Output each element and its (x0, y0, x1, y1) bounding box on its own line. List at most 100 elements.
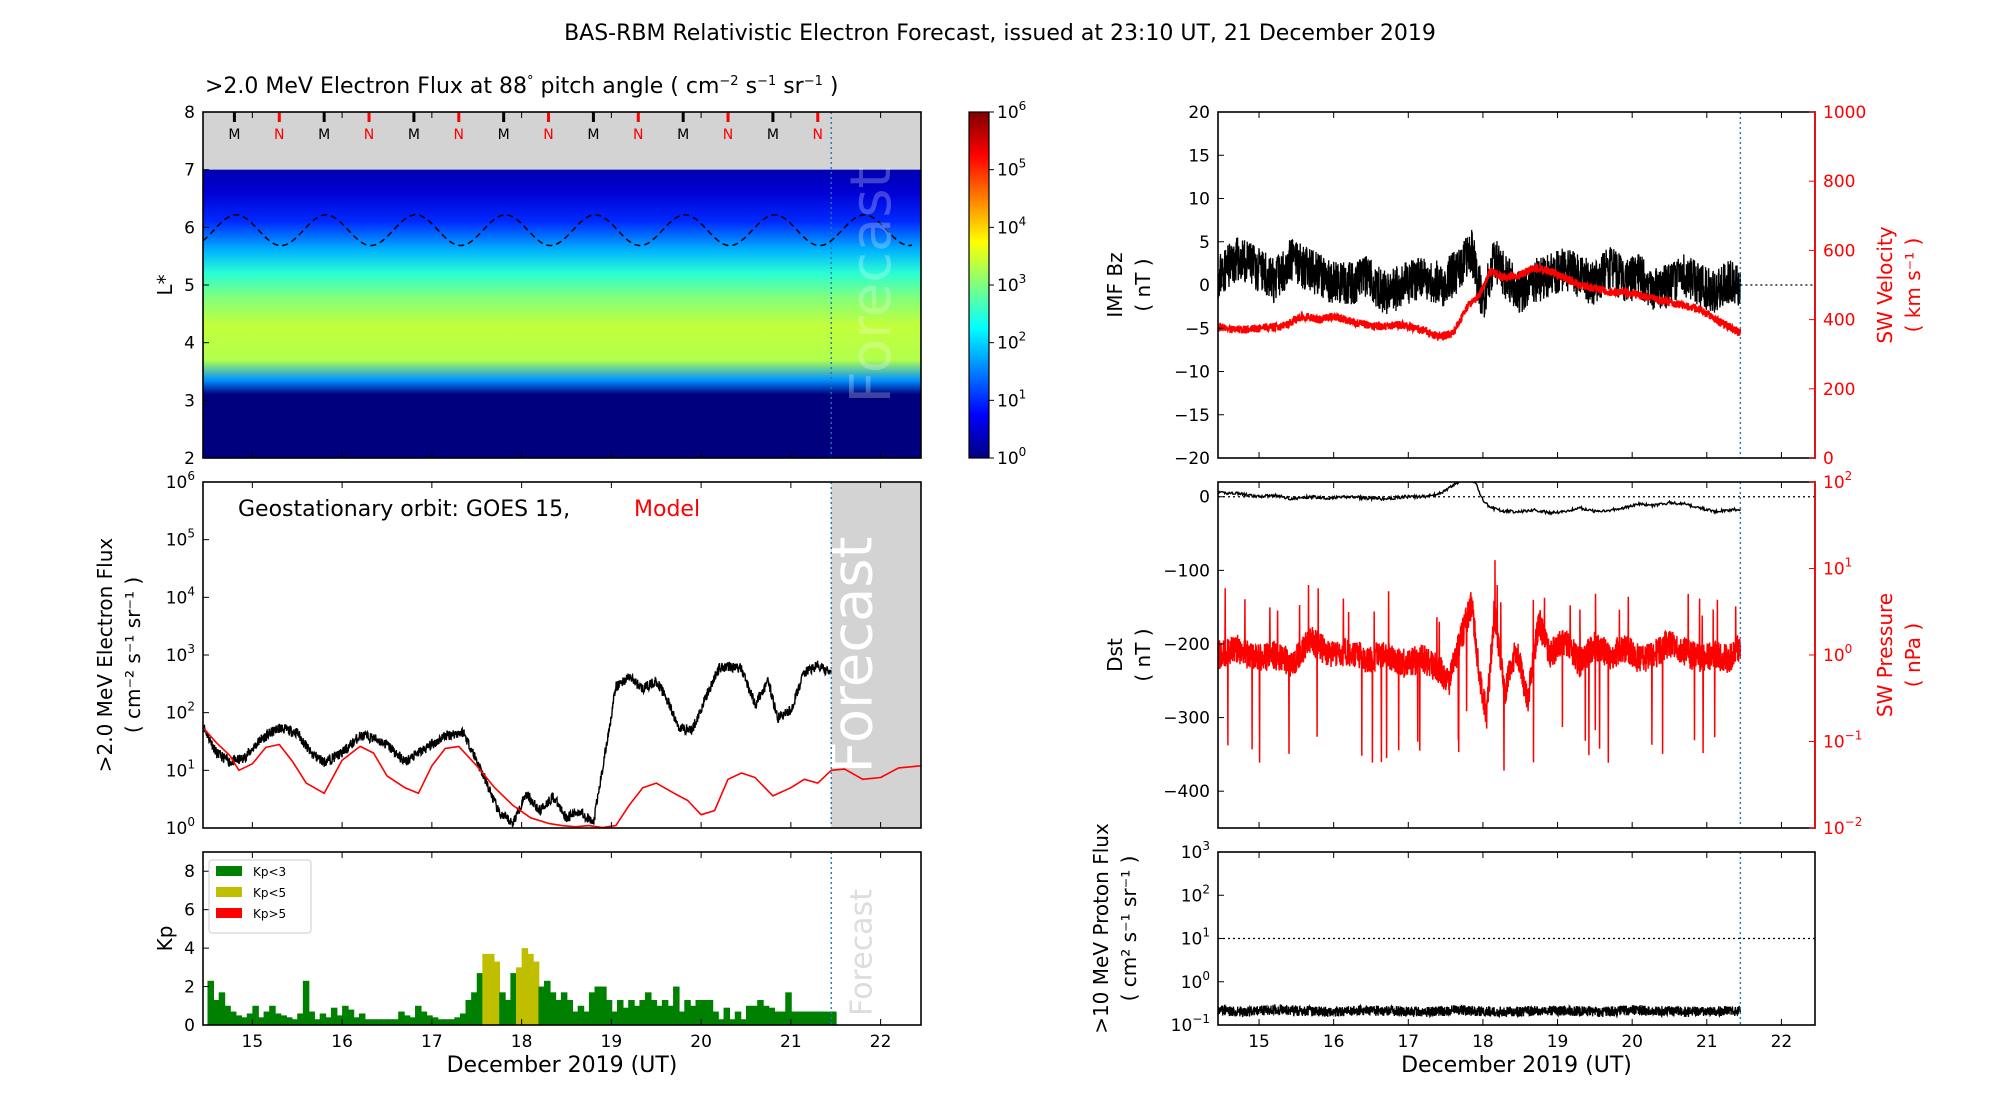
kp-bar (745, 1005, 753, 1025)
kp-bar (381, 1019, 388, 1025)
kp-bar (398, 1011, 405, 1025)
mlt-marker-label: N (813, 127, 823, 143)
kp-bar (207, 980, 214, 1025)
kp-xtick-label: 18 (511, 1032, 533, 1052)
mlt-marker-label: N (454, 127, 464, 143)
kp-ylabel: Kp (153, 926, 177, 952)
tick-exponent: 0 (1019, 445, 1027, 459)
kp-bar (482, 953, 489, 1025)
tick-exponent: 1 (1845, 556, 1853, 570)
tick-exponent: 1 (1202, 926, 1210, 940)
kp-bar (549, 992, 557, 1025)
colorbar-tick-label: 105 (997, 157, 1026, 181)
kp-bar (818, 1011, 826, 1025)
kp-bar (723, 1007, 731, 1025)
kp-bar (487, 953, 495, 1025)
kp-bar (280, 1015, 287, 1025)
proton-y-tick-label: 102 (1181, 882, 1210, 906)
forecast-label: Forecast (839, 167, 904, 404)
tick-base: 10 (166, 473, 188, 493)
kp-xtick-label: 17 (421, 1032, 443, 1052)
kp-bar (403, 1015, 411, 1025)
tick-exponent: −2 (1845, 815, 1863, 829)
tick-base: 10 (997, 161, 1019, 181)
geo-legend-label: Geostationary orbit: GOES 15, (238, 497, 570, 522)
kp-bar (796, 1011, 803, 1025)
kp-bar (392, 1019, 400, 1025)
tick-base: 10 (1823, 560, 1845, 580)
tick-exponent: 5 (1019, 157, 1027, 171)
proton-y-tick-label: 100 (1181, 969, 1210, 993)
dst-y-tick-label: −400 (1163, 782, 1210, 802)
kp-y-tick-label: 6 (184, 901, 195, 921)
bz-ylabel: IMF Bz (1103, 252, 1127, 317)
pressure-tick-label: 10−2 (1823, 815, 1862, 839)
imf-y-tick-label: 20 (1188, 103, 1210, 123)
geo-ylabel: >2.0 MeV Electron Flux (93, 538, 117, 773)
kp-bar (588, 992, 596, 1025)
velocity-ylabel-units: ( km s⁻¹ ) (1901, 238, 1925, 333)
proton-line (1218, 1003, 1742, 1019)
mlt-marker-label: M (767, 127, 779, 143)
tick-base: 10 (166, 704, 188, 724)
kp-xlabel: December 2019 (UT) (447, 1053, 678, 1078)
kp-bar (437, 1019, 444, 1025)
colorbar-tick-label: 106 (997, 99, 1026, 123)
kp-bar (762, 1005, 770, 1025)
lstar-y-tick-label: 8 (184, 103, 195, 123)
kp-bar (532, 961, 540, 1025)
mlt-marker-label: M (677, 127, 689, 143)
velocity-line (1218, 262, 1742, 342)
kp-legend-label: Kp<3 (253, 865, 286, 879)
mlt-marker-label: M (408, 127, 420, 143)
tick-exponent: 3 (187, 642, 195, 656)
tick-base: 10 (1181, 886, 1203, 906)
kp-bar (257, 1017, 265, 1025)
kp-bar (443, 1019, 450, 1025)
lstar-y-tick-label: 4 (184, 334, 195, 354)
kp-legend-label: Kp<5 (253, 886, 286, 900)
lstar-y-tick-label: 6 (184, 218, 195, 238)
title-part-e1: −2 (719, 74, 738, 89)
kp-y-tick-label: 0 (184, 1016, 195, 1036)
tick-base: 10 (166, 531, 188, 551)
imf-y-tick-label: 0 (1199, 276, 1210, 296)
kp-bar (605, 1000, 613, 1025)
lstar-ylabel: L* (153, 274, 177, 295)
kp-bar (807, 1011, 815, 1025)
dst-line (1218, 482, 1741, 516)
geo-y-tick-label: 100 (166, 815, 195, 839)
tick-exponent: 0 (187, 815, 195, 829)
kp-bar (454, 1017, 461, 1025)
dst-y-tick-label: −200 (1163, 635, 1210, 655)
proton-xtick-label: 20 (1621, 1032, 1643, 1052)
title-part-u2: s (739, 74, 757, 99)
kp-bar (297, 1013, 304, 1025)
proton-xtick-label: 16 (1323, 1032, 1345, 1052)
geo-flux-panel: Forecast100101102103104105106Geostationa… (93, 469, 922, 839)
dst-ylabel: Dst (1103, 638, 1127, 672)
tick-exponent: 2 (1845, 469, 1853, 483)
velocity-tick-label: 1000 (1823, 103, 1866, 123)
kp-bar (701, 1000, 708, 1025)
proton-xtick-label: 18 (1472, 1032, 1494, 1052)
kp-bar (263, 1011, 271, 1025)
kp-bar (415, 1005, 422, 1025)
kp-legend-label: Kp>5 (253, 907, 286, 921)
dst-y-tick-label: −100 (1163, 561, 1210, 581)
kp-bar (555, 1000, 562, 1025)
proton-xtick-label: 15 (1248, 1032, 1270, 1052)
mlt-marker-label: M (498, 127, 510, 143)
kp-bar (409, 1017, 416, 1025)
tick-base: 10 (1823, 473, 1845, 493)
kp-bar (286, 1017, 293, 1025)
kp-bar (790, 1011, 798, 1025)
kp-bar (779, 1011, 787, 1025)
kp-bar (308, 1011, 315, 1025)
kp-bar (527, 953, 534, 1025)
kp-bar (336, 1015, 344, 1025)
kp-xtick-label: 19 (601, 1032, 623, 1052)
proton-y-tick-label: 103 (1181, 839, 1210, 863)
tick-base: 10 (1181, 843, 1203, 863)
